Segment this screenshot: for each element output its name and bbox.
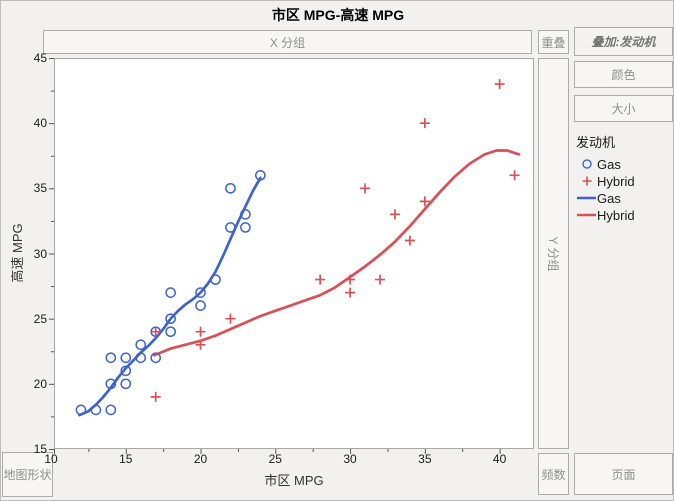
hybrid-point[interactable]: [360, 183, 371, 194]
gas-point[interactable]: [195, 300, 206, 311]
x-tick-label: 40: [492, 452, 507, 466]
hybrid-point[interactable]: [150, 391, 161, 402]
gas-point[interactable]: [240, 222, 251, 233]
y-tick-label: 45: [33, 51, 47, 65]
chart-title: 市区 MPG-高速 MPG: [271, 7, 405, 23]
gas-point[interactable]: [135, 339, 147, 351]
drop-zone-y-group[interactable]: [538, 58, 569, 449]
drop-zone-freq[interactable]: 频数: [538, 453, 569, 495]
legend-item-hybrid-marker[interactable]: Hybrid: [574, 173, 673, 189]
gas-circle-marker-icon: [574, 157, 597, 171]
drop-zone-overlay-engine[interactable]: 叠加:发动机: [574, 27, 673, 56]
gas-point[interactable]: [225, 222, 236, 233]
drop-zone-page-label: 页面: [611, 467, 636, 482]
hybrid-point[interactable]: [494, 79, 505, 90]
drop-zone-overlap[interactable]: 重叠: [538, 30, 569, 54]
drop-zone-overlay-label: 叠加:发动机: [591, 35, 656, 49]
gas-point[interactable]: [225, 182, 236, 194]
drop-zone-map-shape[interactable]: 地图形状: [2, 452, 53, 497]
legend-item-gas-marker[interactable]: Gas: [574, 156, 673, 172]
gas-point[interactable]: [105, 404, 117, 416]
y-tick-label: 35: [33, 181, 47, 196]
legend-item-label: Hybrid: [597, 173, 635, 189]
gas-point[interactable]: [165, 313, 176, 325]
legend-title: 发动机: [576, 135, 616, 150]
gas-point[interactable]: [75, 404, 87, 416]
hybrid-line-swatch-icon: [574, 208, 597, 222]
hybrid-point[interactable]: [150, 326, 161, 337]
x-tick-label: 20: [193, 452, 208, 466]
gas-point[interactable]: [120, 352, 132, 364]
hybrid-point[interactable]: [374, 274, 385, 285]
plot-area: [54, 58, 534, 449]
hybrid-smoother-line: [152, 149, 521, 357]
x-tick-label: 15: [119, 452, 133, 466]
gas-point[interactable]: [165, 287, 176, 298]
drop-zone-size[interactable]: 大小: [574, 95, 673, 122]
drop-zone-color[interactable]: 颜色: [574, 61, 673, 88]
gas-point[interactable]: [150, 352, 162, 364]
gas-point[interactable]: [210, 274, 221, 285]
x-axis-title: 市区 MPG: [264, 473, 324, 488]
drop-zone-y-group-label: Y 分组: [546, 236, 560, 272]
legend-item-label: Gas: [597, 156, 621, 172]
hybrid-point[interactable]: [419, 196, 430, 207]
gas-point[interactable]: [105, 378, 117, 390]
legend-item-label: Gas: [597, 190, 621, 206]
hybrid-point[interactable]: [404, 235, 415, 246]
gas-point[interactable]: [255, 169, 266, 181]
hybrid-point[interactable]: [225, 313, 236, 324]
hybrid-point[interactable]: [389, 209, 400, 220]
y-tick-label: 20: [33, 376, 47, 391]
legend-item-gas-line[interactable]: Gas: [574, 190, 673, 206]
drop-zone-freq-label: 频数: [541, 467, 566, 482]
hybrid-point[interactable]: [195, 339, 206, 350]
drop-zone-size-label: 大小: [611, 102, 636, 116]
gas-point[interactable]: [120, 365, 132, 377]
legend: 发动机 Gas Hybrid Gas Hybrid: [574, 132, 673, 224]
gas-point[interactable]: [165, 326, 176, 338]
drop-zone-color-label: 颜色: [611, 68, 636, 82]
drop-zone-x-group[interactable]: X 分组: [43, 30, 532, 54]
gas-point[interactable]: [240, 209, 251, 220]
y-tick-label: 15: [33, 442, 47, 456]
drop-zone-x-group-label: X 分组: [269, 35, 306, 50]
hybrid-point[interactable]: [195, 326, 206, 337]
gas-point[interactable]: [105, 352, 117, 364]
gas-point[interactable]: [90, 404, 102, 416]
gas-point[interactable]: [195, 287, 206, 298]
hybrid-point[interactable]: [315, 274, 326, 285]
hybrid-point[interactable]: [419, 118, 430, 129]
x-tick-label: 30: [343, 452, 357, 466]
gas-line-swatch-icon: [574, 191, 597, 205]
gas-point[interactable]: [120, 378, 132, 390]
hybrid-point[interactable]: [345, 287, 356, 298]
y-tick-label: 40: [33, 116, 47, 131]
x-tick-label: 35: [418, 452, 432, 466]
gas-point[interactable]: [135, 352, 147, 364]
legend-item-hybrid-line[interactable]: Hybrid: [574, 207, 673, 223]
x-tick-label: 25: [268, 452, 282, 466]
hybrid-point[interactable]: [509, 170, 520, 181]
y-tick-label: 30: [33, 246, 47, 261]
legend-item-label: Hybrid: [597, 207, 635, 223]
drop-zone-overlap-label: 重叠: [541, 35, 566, 50]
hybrid-point[interactable]: [345, 274, 356, 285]
y-tick-label: 25: [33, 311, 47, 326]
drop-zone-map-shape-label: 地图形状: [3, 468, 52, 482]
hybrid-plus-marker-icon: [574, 174, 597, 188]
drop-zone-page[interactable]: 页面: [574, 453, 673, 495]
x-tick-label: 10: [44, 452, 58, 466]
